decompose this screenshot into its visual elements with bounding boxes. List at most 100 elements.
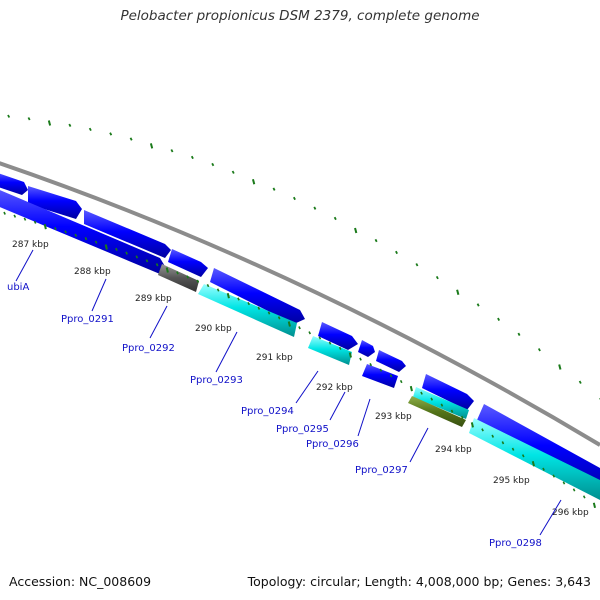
leader-line <box>295 370 319 404</box>
tick-mark <box>456 289 460 296</box>
tick-mark <box>338 346 342 350</box>
tick-mark <box>272 187 276 191</box>
cds-arrow[interactable] <box>210 268 305 324</box>
cds-arrow[interactable] <box>362 364 398 388</box>
kbp-label: 291 kbp <box>256 353 293 363</box>
rna-feature[interactable] <box>308 336 352 365</box>
rna-feature[interactable] <box>469 418 600 500</box>
cds-arrow[interactable] <box>318 322 358 350</box>
tick-mark <box>415 263 419 267</box>
cds-arrow[interactable] <box>0 172 28 195</box>
gene-label-ubia[interactable]: ubiA <box>7 282 29 293</box>
cds-arrow[interactable] <box>28 186 82 219</box>
tick-mark <box>521 454 525 458</box>
tick-mark <box>74 233 78 237</box>
tick-mark <box>369 363 373 367</box>
cds-arrow[interactable] <box>0 188 166 274</box>
reverse-strand-track <box>0 188 600 500</box>
kbp-label: 289 kbp <box>135 294 172 304</box>
tick-mark <box>562 481 566 485</box>
cds-arrow[interactable] <box>422 374 474 410</box>
tick-mark <box>537 348 541 352</box>
tick-mark <box>399 379 403 384</box>
gene-label-ppro_0296[interactable]: Ppro_0296 <box>306 439 359 450</box>
gene-label-ppro_0293[interactable]: Ppro_0293 <box>190 375 243 386</box>
tick-mark <box>592 502 597 509</box>
gene-label-ppro_0297[interactable]: Ppro_0297 <box>355 465 408 476</box>
tick-mark <box>247 301 250 306</box>
tick-mark <box>374 238 378 243</box>
tick-mark <box>440 403 444 407</box>
tick-mark <box>33 220 37 224</box>
gene-label-ppro_0292[interactable]: Ppro_0292 <box>122 343 175 354</box>
tick-mark <box>186 275 189 279</box>
cds-arrow[interactable] <box>358 340 375 357</box>
tick-mark <box>491 434 495 438</box>
tick-mark <box>379 368 383 372</box>
tick-mark <box>196 279 200 283</box>
accession-text: Accession: NC_008609 <box>9 574 152 589</box>
tick-mark <box>23 217 27 221</box>
tick-mark <box>125 251 128 255</box>
tick-mark <box>129 137 133 141</box>
tick-mark <box>64 230 67 234</box>
tick-mark <box>251 178 256 185</box>
tick-mark <box>135 255 139 259</box>
cds-arrow[interactable] <box>84 210 171 258</box>
tick-mark <box>333 216 337 221</box>
leader-line <box>409 427 429 463</box>
tick-mark <box>84 237 88 241</box>
tick-mark <box>176 271 179 275</box>
tick-mark <box>115 247 118 251</box>
tick-mark <box>231 170 235 174</box>
kbp-label: 295 kbp <box>493 476 530 486</box>
tick-mark <box>27 117 31 121</box>
tick-mark <box>313 206 317 210</box>
tick-mark <box>211 162 215 167</box>
gene-label-ppro_0295[interactable]: Ppro_0295 <box>276 424 329 435</box>
leader-line <box>215 331 238 373</box>
gene-label-ppro_0298[interactable]: Ppro_0298 <box>489 538 542 549</box>
tick-mark <box>435 275 439 280</box>
tick-mark <box>572 488 576 492</box>
rna-feature[interactable] <box>413 387 469 419</box>
gene-label-ppro_0291[interactable]: Ppro_0291 <box>61 314 114 325</box>
map-title: Pelobacter propionicus DSM 2379, complet… <box>120 8 480 24</box>
tick-mark <box>47 120 52 126</box>
leader-line <box>329 391 346 421</box>
tick-mark <box>497 317 501 322</box>
kbp-label: 290 kbp <box>195 324 232 334</box>
tick-mark <box>409 385 413 392</box>
tick-mark <box>277 316 281 320</box>
tick-mark <box>578 380 582 384</box>
kbp-scale: 287 kbp 288 kbp 289 kbp 290 kbp 291 kbp 292 k… <box>12 240 589 518</box>
tick-mark <box>43 223 47 230</box>
tick-mark <box>517 332 521 336</box>
tick-mark <box>308 331 312 335</box>
gene-label-ppro_0294[interactable]: Ppro_0294 <box>241 406 294 417</box>
genome-summary-text: Topology: circular; Length: 4,008,000 bp… <box>247 574 591 589</box>
tick-mark <box>287 321 291 327</box>
kbp-label: 288 kbp <box>74 267 111 277</box>
tick-mark <box>13 214 17 218</box>
tick-mark <box>145 259 149 263</box>
tick-mark <box>501 441 505 445</box>
rna-feature[interactable] <box>198 284 297 337</box>
kbp-label: 294 kbp <box>435 445 472 455</box>
tick-mark <box>470 422 474 428</box>
tick-mark <box>348 352 352 358</box>
kbp-label: 287 kbp <box>12 240 49 250</box>
tick-mark <box>511 447 515 451</box>
cds-arrow[interactable] <box>376 350 406 372</box>
tick-mark <box>206 283 210 288</box>
leader-line <box>357 398 371 437</box>
kbp-label: 293 kbp <box>375 412 412 422</box>
tick-mark <box>104 244 108 250</box>
leader-line <box>149 305 168 339</box>
genome-backbone <box>0 161 600 447</box>
tick-mark <box>257 306 261 310</box>
other-feature[interactable] <box>408 396 466 427</box>
cds-arrow[interactable] <box>168 249 208 277</box>
tick-mark <box>109 132 113 136</box>
